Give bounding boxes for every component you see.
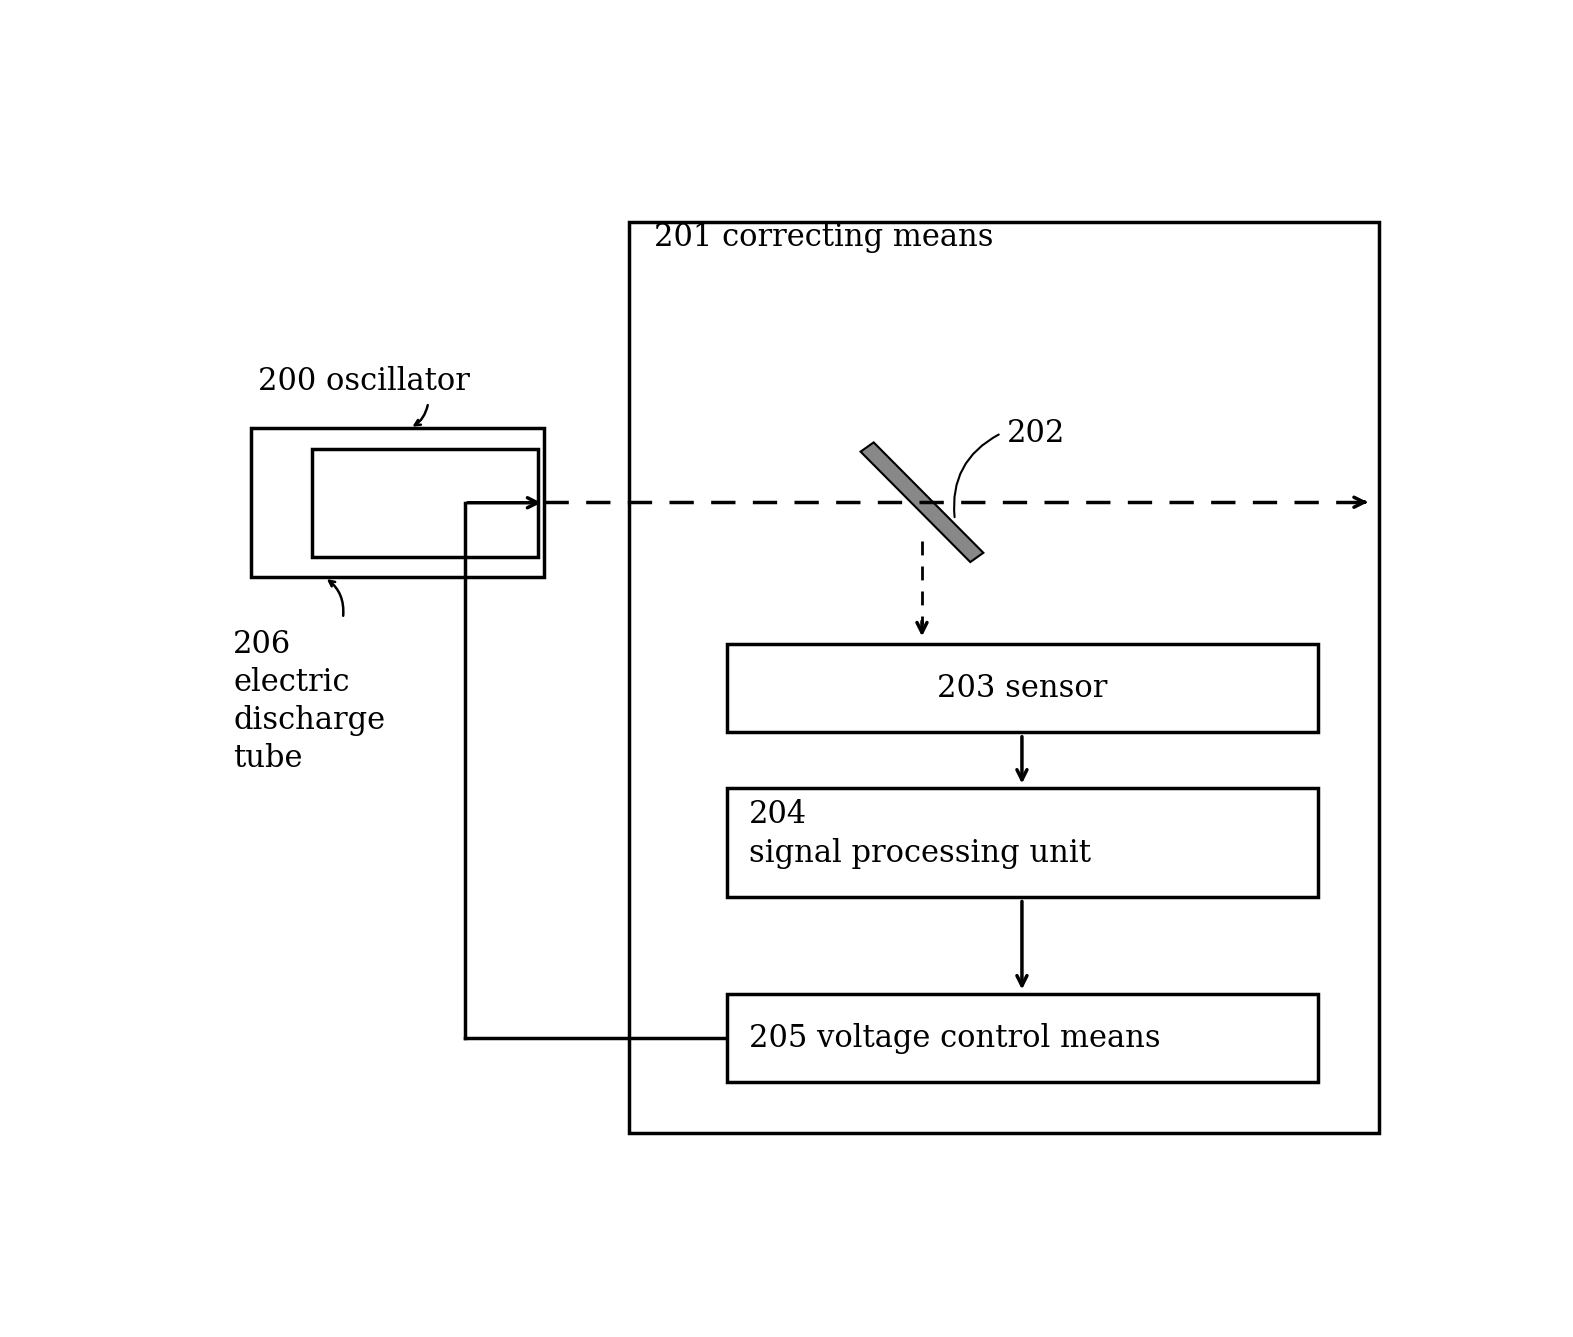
Text: 205 voltage control means: 205 voltage control means bbox=[749, 1023, 1161, 1054]
Text: 204
signal processing unit: 204 signal processing unit bbox=[749, 798, 1090, 869]
Text: 202: 202 bbox=[1007, 417, 1065, 449]
Bar bbox=[252, 428, 544, 578]
Bar bbox=[727, 789, 1318, 897]
Text: 200 oscillator: 200 oscillator bbox=[258, 366, 469, 397]
Bar bbox=[629, 222, 1380, 1134]
Polygon shape bbox=[860, 443, 983, 562]
Bar bbox=[727, 644, 1318, 731]
Text: 201 correcting means: 201 correcting means bbox=[654, 222, 993, 253]
Text: 203 sensor: 203 sensor bbox=[938, 673, 1107, 703]
Bar bbox=[727, 995, 1318, 1082]
Text: 206
electric
discharge
tube: 206 electric discharge tube bbox=[233, 628, 385, 774]
Bar bbox=[313, 449, 538, 556]
